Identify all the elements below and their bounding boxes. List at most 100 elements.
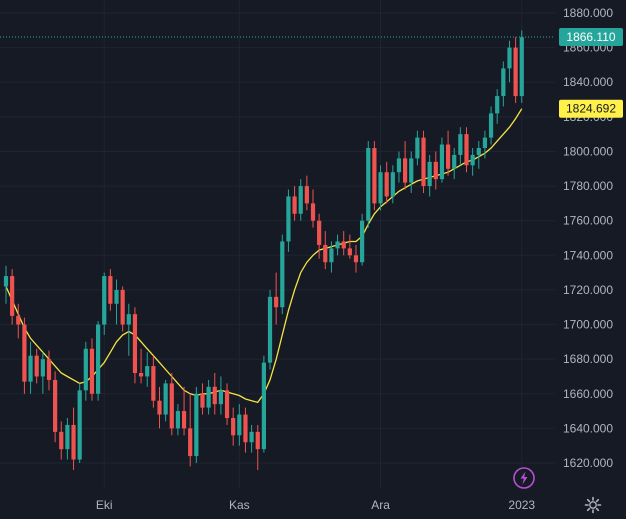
candle: [218, 376, 223, 415]
candle-body: [452, 154, 457, 169]
candle: [409, 151, 414, 193]
candle: [519, 30, 524, 103]
candle-body: [151, 366, 156, 401]
candle: [114, 279, 119, 325]
candle: [77, 383, 82, 463]
candle-body: [224, 390, 230, 418]
candle: [341, 231, 346, 256]
candle-body: [102, 276, 107, 325]
grid-lines: [0, 0, 555, 489]
candle-body: [396, 158, 402, 173]
candle: [470, 148, 475, 176]
candle-body: [34, 355, 39, 377]
candle-body: [445, 144, 451, 169]
candle-body: [59, 431, 64, 450]
candle-body: [323, 244, 328, 263]
y-tick-label: 1720.000: [563, 283, 613, 297]
candle-body: [126, 314, 131, 325]
candle-body: [212, 386, 217, 405]
candle-body: [218, 390, 223, 405]
candle-body: [384, 172, 389, 197]
candle-body: [476, 148, 481, 155]
candle-body: [415, 137, 420, 159]
candle: [304, 175, 309, 211]
candle: [40, 352, 45, 394]
candle-body: [132, 314, 138, 373]
last-price-tag: 1866.110: [559, 28, 623, 47]
candle-body: [22, 324, 27, 382]
candle: [46, 350, 52, 391]
y-tick-label: 1640.000: [563, 421, 613, 435]
candle: [200, 383, 205, 415]
candle-body: [378, 172, 383, 204]
y-tick-label: 1760.000: [563, 214, 613, 228]
candle-body: [433, 161, 438, 180]
candle-body: [390, 172, 395, 197]
moving-average-tag: 1824.692: [559, 99, 623, 118]
candle: [458, 127, 463, 166]
candle: [323, 231, 328, 270]
candle-body: [28, 355, 33, 382]
candle: [16, 303, 21, 339]
candle: [65, 418, 70, 460]
candle: [372, 141, 377, 211]
candle: [249, 424, 254, 453]
candle-body: [16, 315, 21, 325]
candle-body: [292, 196, 297, 214]
candle: [120, 286, 125, 332]
candle: [274, 272, 279, 325]
candle: [108, 269, 113, 311]
candle: [231, 407, 236, 446]
candle: [439, 137, 445, 183]
candle-body: [458, 134, 463, 155]
candle: [347, 234, 352, 259]
candle-body: [409, 158, 414, 183]
y-tick-label: 1880.000: [563, 6, 613, 20]
candle-body: [83, 348, 88, 391]
candle-body: [194, 393, 199, 457]
candle-body: [347, 248, 352, 256]
candle-body: [335, 241, 340, 249]
lightning-badge-button[interactable]: [512, 466, 536, 490]
lightning-icon: [513, 467, 535, 489]
candle: [445, 130, 451, 176]
candle: [3, 265, 9, 304]
time-axis[interactable]: Eki Kas Ara 2023: [96, 498, 536, 512]
candle: [353, 244, 359, 273]
y-tick-label: 1700.000: [563, 318, 613, 332]
candle-body: [77, 390, 82, 460]
candle: [267, 289, 273, 370]
candle: [102, 272, 107, 335]
candle: [421, 130, 426, 193]
candle-body: [501, 68, 506, 97]
candle-body: [310, 203, 316, 221]
candle: [396, 151, 402, 183]
candle: [495, 89, 500, 124]
candle: [59, 421, 64, 460]
x-tick-label: Eki: [96, 498, 113, 512]
candle: [71, 407, 76, 470]
candle: [22, 317, 27, 394]
candle-body: [372, 148, 377, 204]
candle-body: [261, 362, 266, 450]
candle-body: [243, 414, 248, 443]
candle-body: [298, 186, 303, 214]
candle-body: [304, 186, 309, 204]
candle-body: [353, 255, 359, 263]
candle-body: [169, 383, 174, 429]
settings-button[interactable]: [584, 496, 602, 514]
candle: [482, 130, 488, 159]
candle: [188, 393, 193, 467]
candle-body: [181, 411, 187, 429]
candle-body: [439, 144, 445, 180]
candle: [310, 189, 316, 228]
candle: [360, 213, 365, 266]
candle: [378, 165, 383, 211]
candle-body: [488, 113, 494, 138]
price-axis[interactable]: 1880.0001860.0001840.0001820.0001800.000…: [563, 6, 613, 470]
x-tick-label: Ara: [371, 498, 390, 512]
candle: [433, 151, 438, 190]
candle-body: [360, 220, 365, 263]
candle: [335, 234, 340, 256]
